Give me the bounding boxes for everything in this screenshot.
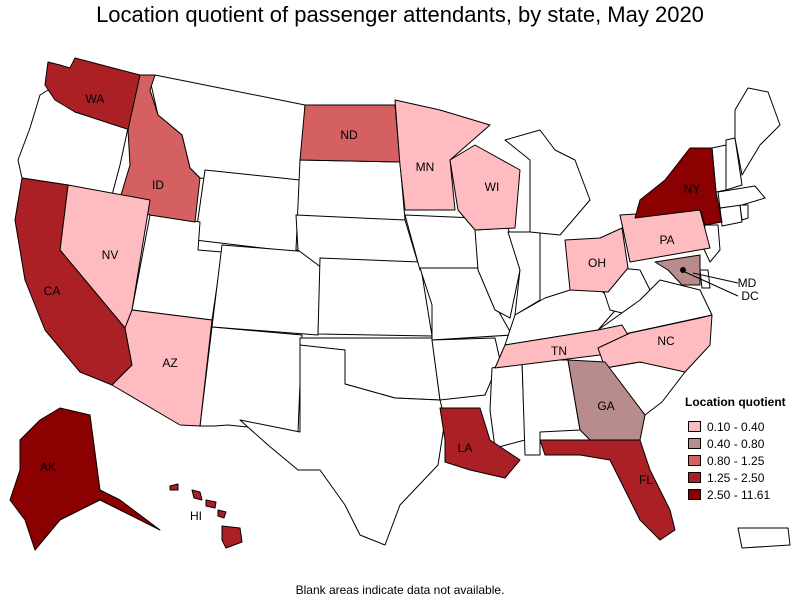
legend-item: 1.25 - 2.50 (688, 469, 770, 486)
state-de (699, 269, 711, 289)
legend-item: 0.40 - 0.80 (688, 435, 770, 452)
state-wi (449, 144, 521, 231)
label-nd: ND (340, 128, 358, 142)
label-la: LA (458, 441, 473, 455)
no-data-states (17, 74, 791, 549)
state-md (654, 254, 701, 286)
legend-label: 0.10 - 0.40 (707, 419, 765, 434)
shaded-states (9, 57, 723, 551)
md-leader-line (692, 272, 739, 284)
state-wy (194, 169, 301, 253)
label-mn: MN (416, 160, 435, 174)
label-az: AZ (162, 356, 177, 370)
legend-label: 2.50 - 11.61 (707, 487, 771, 502)
state-la (439, 407, 521, 479)
state-az (111, 309, 213, 427)
label-hi: HI (190, 509, 202, 523)
label-md: MD (738, 276, 757, 290)
legend-swatch (688, 438, 701, 449)
label-ga: GA (597, 399, 614, 413)
label-wa: WA (86, 92, 105, 106)
state-ct (719, 204, 743, 227)
legend-item: 0.10 - 0.40 (688, 418, 770, 435)
state-nh (725, 137, 743, 191)
legend-swatch (688, 472, 701, 483)
state-co (211, 244, 323, 336)
state-mi (504, 129, 591, 236)
legend-label: 0.80 - 1.25 (707, 453, 765, 468)
state-ak (9, 407, 161, 551)
label-id: ID (152, 178, 164, 192)
legend-swatch (688, 455, 701, 466)
dc-marker (680, 267, 686, 273)
state-pr (737, 527, 791, 549)
legend-label: 1.25 - 2.50 (707, 470, 765, 485)
state-ri (739, 204, 749, 221)
legend-item: 2.50 - 11.61 (688, 486, 770, 503)
state-ar (431, 337, 501, 401)
dc-callout (680, 267, 739, 297)
state-ma (717, 185, 766, 209)
label-oh: OH (588, 256, 606, 270)
state-hi (169, 483, 243, 549)
state-id (117, 74, 201, 223)
dc-leader-line (684, 271, 739, 297)
label-tn: TN (551, 344, 567, 358)
legend-title: Location quotient (685, 395, 786, 409)
label-nv: NV (102, 248, 119, 262)
state-labels: WA ID ND MN WI NY NV CA AZ OH PA MD DC T… (40, 92, 759, 523)
state-ks (317, 257, 433, 337)
state-fl (539, 439, 676, 541)
map-title: Location quotient of passenger attendant… (96, 2, 704, 27)
state-nc (597, 314, 713, 373)
label-ak: AK (40, 460, 56, 474)
legend-swatch (688, 421, 701, 432)
legend: 0.10 - 0.40 0.40 - 0.80 0.80 - 1.25 1.25… (688, 418, 770, 503)
state-oh (564, 227, 629, 293)
label-ny: NY (684, 182, 701, 196)
legend-item: 0.80 - 1.25 (688, 452, 770, 469)
state-me (734, 87, 781, 176)
label-pa: PA (659, 233, 674, 247)
legend-label: 0.40 - 0.80 (707, 436, 765, 451)
footnote: Blank areas indicate data not available. (295, 583, 505, 597)
label-nc: NC (657, 334, 675, 348)
legend-swatch (688, 489, 701, 500)
label-fl: FL (639, 473, 653, 487)
label-dc: DC (741, 289, 759, 303)
label-wi: WI (485, 180, 500, 194)
state-ms (489, 361, 526, 449)
state-tx (239, 344, 446, 546)
label-ca: CA (44, 284, 61, 298)
state-ny (634, 147, 723, 226)
state-mn (394, 99, 491, 211)
state-nm (199, 326, 303, 433)
